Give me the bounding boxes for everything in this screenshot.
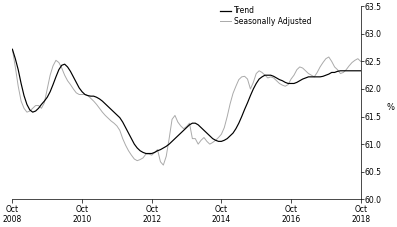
Y-axis label: %: % [386, 103, 394, 112]
Legend: Trend, Seasonally Adjusted: Trend, Seasonally Adjusted [220, 6, 312, 26]
